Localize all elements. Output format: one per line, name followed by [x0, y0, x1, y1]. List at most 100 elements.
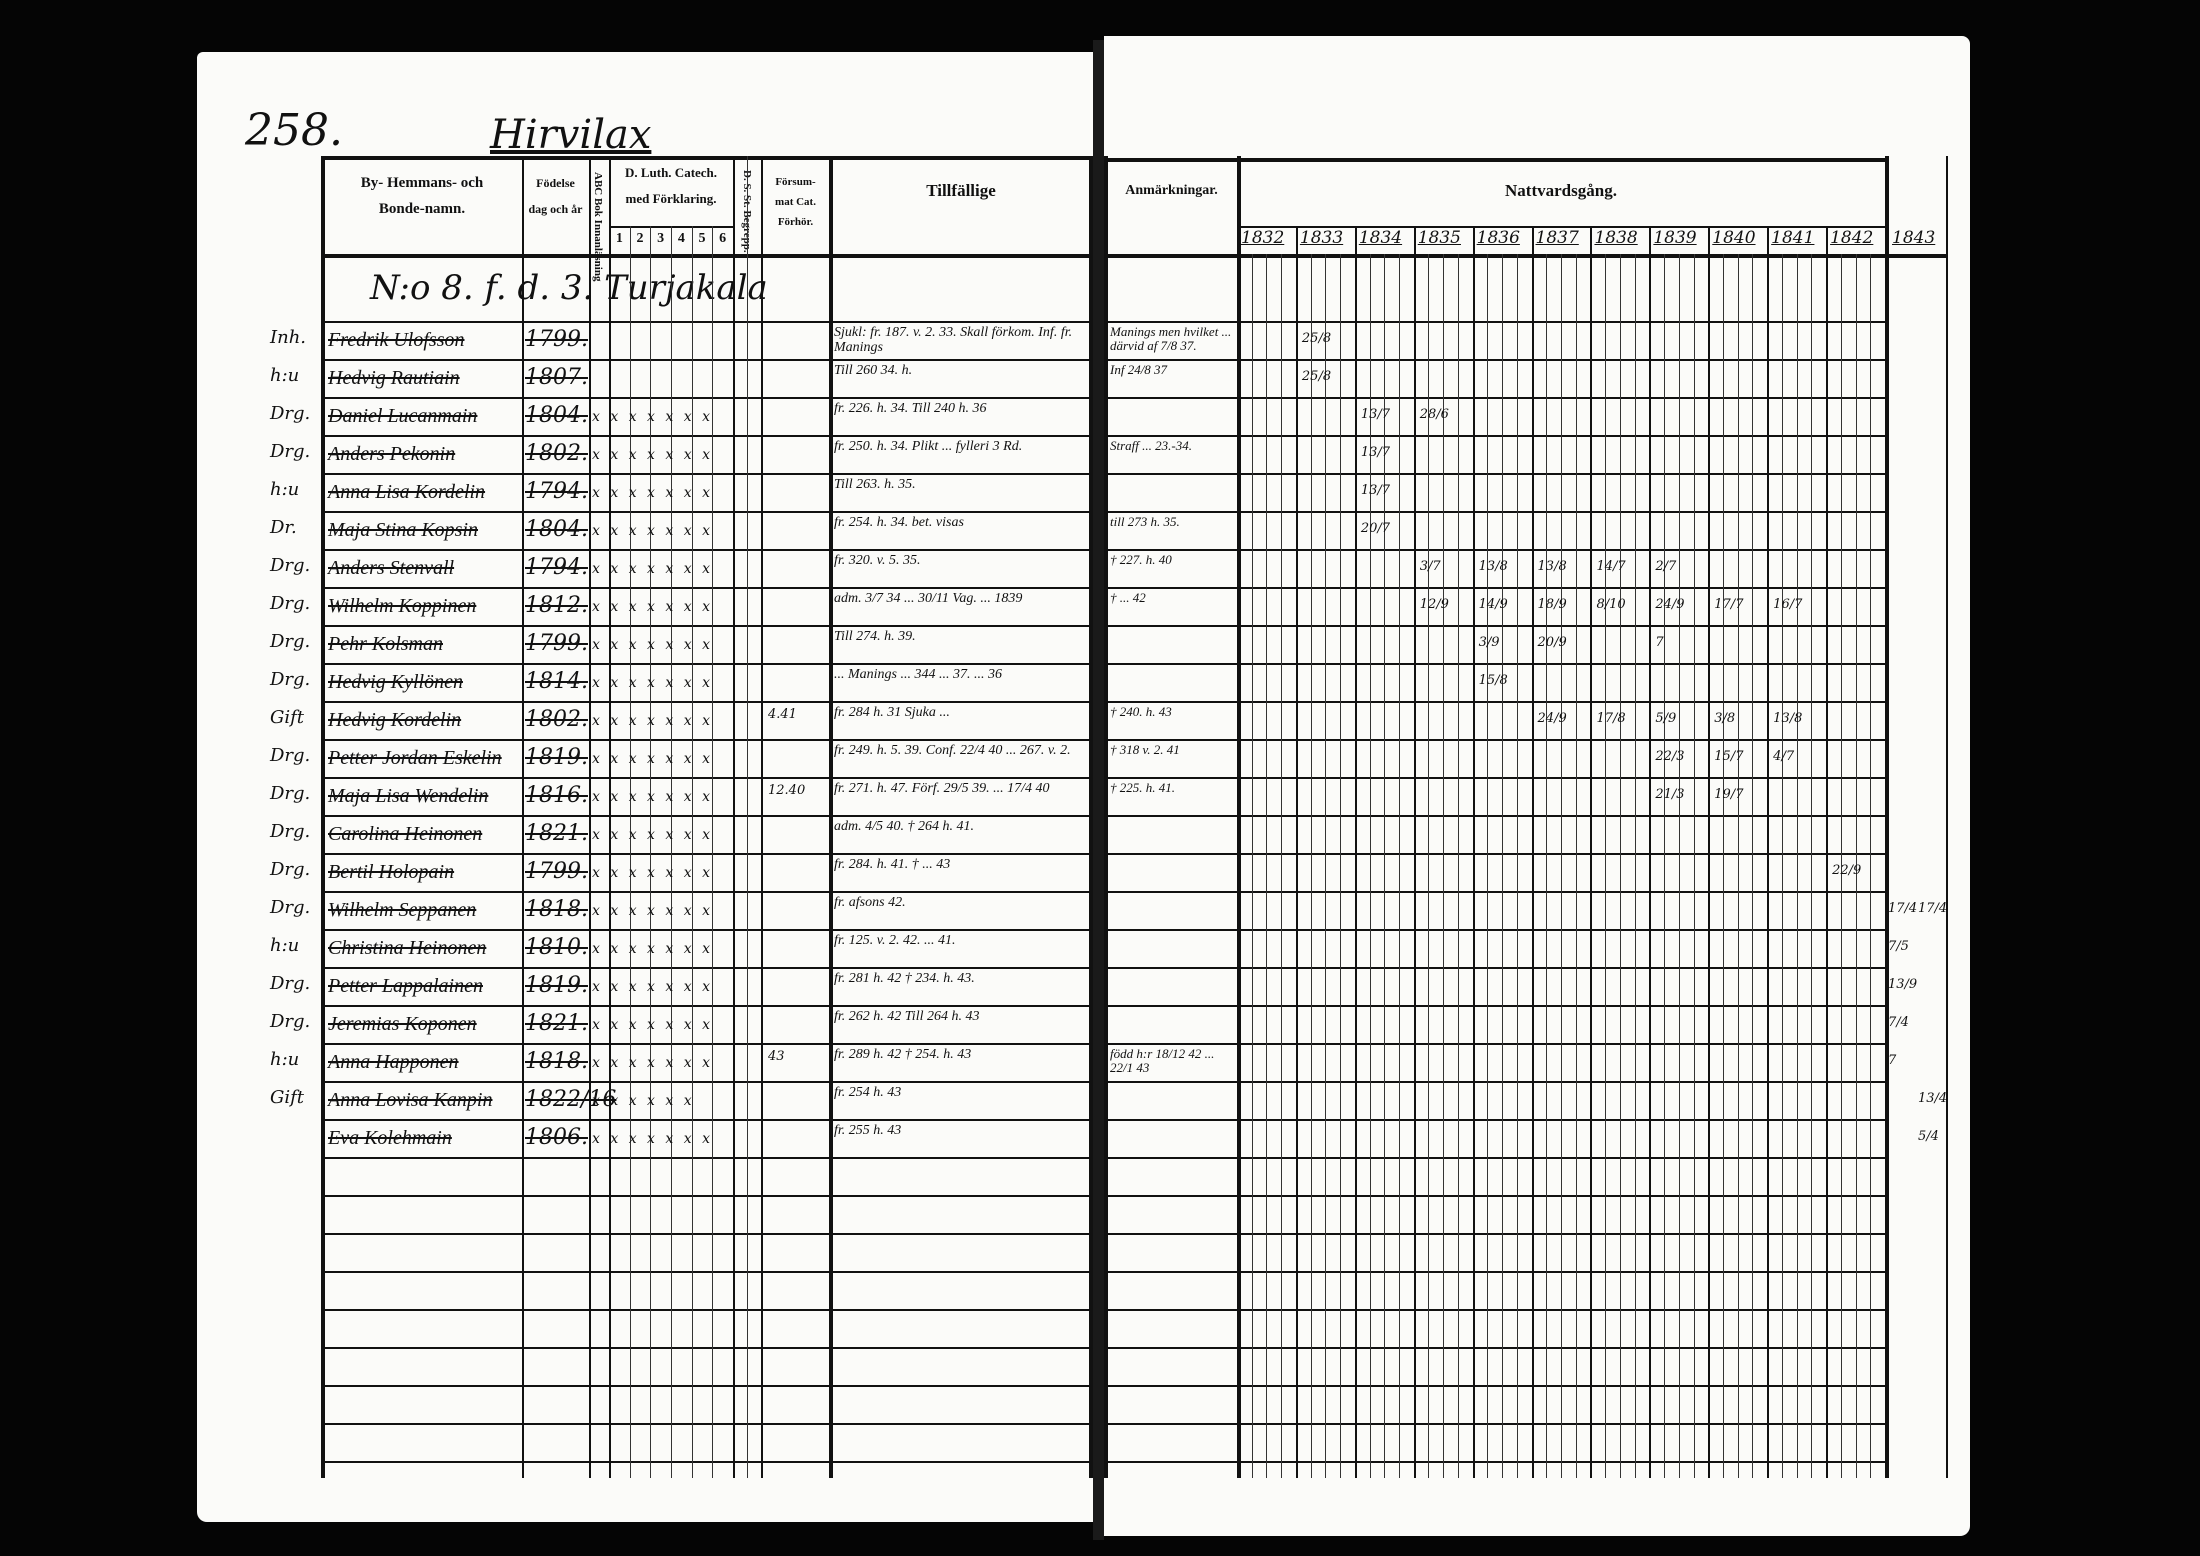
birth-year: 1819.	[525, 745, 588, 770]
communion-mark: 7/5	[1888, 939, 1909, 954]
communion-mark: 13/7	[1360, 407, 1391, 422]
birth-year: 1818.	[525, 1049, 588, 1074]
birth-year: 1802.	[525, 441, 588, 466]
birth-year: 1810.	[525, 935, 588, 960]
rule-line	[1104, 1423, 1885, 1425]
row-prefix: Drg.	[270, 745, 311, 766]
anmarkning-note: Manings men hvilket ... därvid af 7/8 37…	[1110, 324, 1232, 353]
header-tillfallige: Tillfällige	[926, 181, 996, 200]
person-name: Anna Happonen	[328, 1051, 459, 1073]
column-line	[1310, 254, 1312, 1478]
rule-line	[321, 777, 1093, 779]
column-line	[609, 156, 611, 1478]
person-name: Anders Pekonin	[328, 443, 456, 465]
table-row: Drg. Wilhelm Seppanen 1818. x x x x x x x fr…	[0, 891, 2200, 929]
header-nattvardsgang: Nattvardsgång.	[1505, 181, 1617, 200]
rule-line	[321, 701, 1093, 703]
column-line	[1266, 254, 1268, 1478]
person-name: Carolina Heinonen	[328, 823, 483, 845]
rule-line	[1104, 254, 1946, 258]
birth-year: 1807.	[525, 365, 588, 390]
communion-mark: 13/8	[1773, 711, 1803, 726]
communion-mark: 12/9	[1419, 597, 1449, 612]
communion-mark: 5/4	[1918, 1129, 1939, 1144]
rule-line	[1104, 158, 1885, 162]
rule-line	[1104, 1233, 1885, 1235]
rule-line	[321, 739, 1093, 741]
communion-mark: 19/7	[1714, 787, 1744, 802]
catechism-marks: x x x x x x x	[592, 409, 713, 425]
row-prefix: Drg.	[270, 631, 311, 652]
column-line	[589, 156, 591, 1478]
rule-line	[1104, 1157, 1885, 1159]
rule-line	[1104, 1043, 1885, 1045]
rule-line	[321, 853, 1093, 855]
rule-line	[321, 663, 1093, 665]
catechism-marks: x x x x x x x	[592, 751, 713, 767]
catechism-marks: x x x x x x	[592, 1093, 695, 1109]
rule-line	[1104, 815, 1885, 817]
tillfallige-note: fr. 254 h. 43	[834, 1085, 902, 1100]
column-line	[1737, 254, 1739, 1478]
tillfallige-note: Till 260 34. h.	[834, 363, 913, 378]
communion-mark: 14/7	[1596, 559, 1626, 574]
column-line	[1855, 254, 1857, 1478]
row-prefix: h:u	[270, 479, 300, 500]
table-row: h:u Christina Heinonen 1810. x x x x x x x f…	[0, 929, 2200, 967]
communion-mark: 7	[1655, 635, 1664, 650]
birth-year: 1804.	[525, 517, 588, 542]
tillfallige-note: fr. 125. v. 2. 42. ... 41.	[834, 933, 956, 948]
person-name: Hedvig Kyllönen	[328, 671, 463, 693]
forsum-note: 4.41	[768, 707, 797, 722]
column-line	[1516, 254, 1518, 1478]
rule-line	[321, 1157, 1093, 1159]
tillfallige-note: fr. 284 h. 31 Sjuka ...	[834, 705, 950, 720]
row-prefix: Inh.	[270, 327, 307, 348]
table-row: h:u Anna Lisa Kordelin 1794. x x x x x x x T…	[0, 473, 2200, 511]
person-name: Maja Lisa Wendelin	[328, 785, 489, 807]
header-forsum-line2: mat Cat.	[775, 196, 816, 208]
rule-line	[321, 1271, 1093, 1273]
communion-mark: 15/7	[1714, 749, 1744, 764]
tillfallige-note: fr. 250. h. 34. Plikt ... fylleri 3 Rd.	[834, 439, 1023, 454]
communion-mark: 22/3	[1655, 749, 1685, 764]
person-name: Wilhelm Seppanen	[328, 899, 477, 921]
birth-year: 1804.	[525, 403, 588, 428]
rule-line	[1104, 587, 1885, 589]
communion-mark: 24/9	[1655, 597, 1685, 612]
row-prefix: Drg.	[270, 403, 311, 424]
rule-line	[1104, 967, 1885, 969]
header-name-line1: By- Hemmans- och	[360, 175, 484, 191]
header-forsum-line1: Försum-	[775, 176, 816, 188]
column-line	[1767, 226, 1770, 1478]
anmarkning-note: † 225. h. 41.	[1110, 780, 1175, 795]
column-line	[1399, 254, 1400, 1478]
birth-year: 1794.	[525, 479, 588, 504]
person-name: Hedvig Kordelin	[328, 709, 462, 731]
column-line	[1752, 254, 1754, 1478]
column-line	[629, 226, 631, 1478]
tillfallige-note: fr. 281 h. 42 † 234. h. 43.	[834, 971, 975, 986]
row-prefix: Drg.	[270, 859, 311, 880]
table-row: h:u Hedvig Rautiain 1807. Till 260 34. h. In…	[0, 359, 2200, 397]
table-row: Drg. Daniel Lucanmain 1804. x x x x x x x fr…	[0, 397, 2200, 435]
person-name: Petter Jordan Eskelin	[328, 747, 502, 769]
anmarkning-note: född h:r 18/12 42 ... 22/1 43	[1110, 1046, 1215, 1075]
birth-year: 1806.	[525, 1125, 588, 1150]
column-line	[712, 226, 714, 1478]
table-row: Drg. Wilhelm Koppinen 1812. x x x x x x x ad…	[0, 587, 2200, 625]
catechism-marks: x x x x x x x	[592, 865, 713, 881]
rule-line	[321, 1385, 1093, 1387]
communion-mark: 7/4	[1888, 1015, 1909, 1030]
tillfallige-note: fr. 226. h. 34. Till 240 h. 36	[834, 401, 987, 416]
communion-mark: 28/6	[1419, 407, 1449, 422]
column-line	[761, 156, 763, 1478]
column-line	[1443, 254, 1445, 1478]
communion-mark: 15/8	[1478, 673, 1508, 688]
rule-line	[321, 1081, 1093, 1083]
row-prefix: Dr.	[270, 517, 297, 538]
anmarkning-note: Inf 24/8 37	[1110, 362, 1168, 377]
catechism-marks: x x x x x x x	[592, 827, 713, 843]
catechism-marks: x x x x x x x	[592, 561, 713, 577]
rule-line	[1104, 1119, 1885, 1121]
